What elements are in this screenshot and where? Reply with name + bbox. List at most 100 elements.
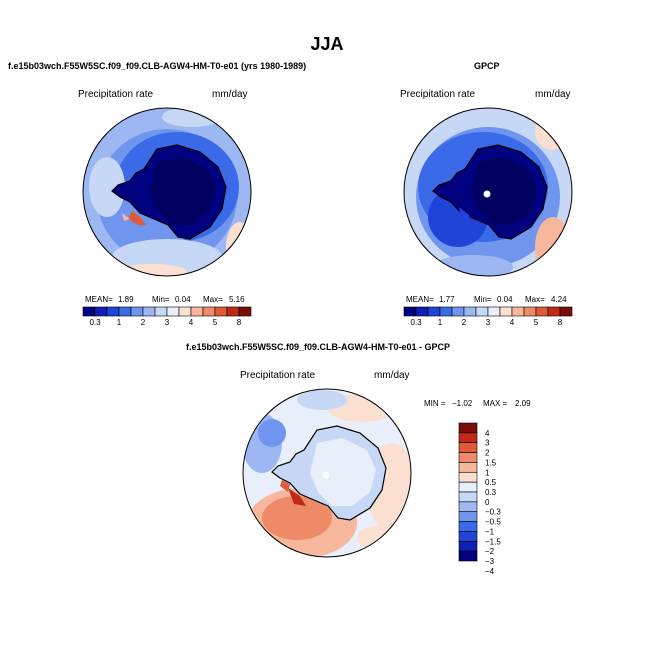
model-colorbar-swatch	[202, 306, 216, 317]
model-interior-dark	[150, 157, 216, 225]
model-colorbar-tick-label: 0.3	[89, 318, 101, 327]
diff-colorbar-tick-label: 1	[485, 468, 490, 477]
model-colorbar-swatch	[130, 306, 144, 317]
model-mean-label: MEAN=	[85, 295, 113, 304]
diff-variable-label: Precipitation rate	[240, 370, 316, 381]
obs-colorbar-tick-label: 3	[486, 318, 491, 327]
obs-colorbar-swatch	[451, 306, 465, 317]
obs-polar-map	[403, 107, 573, 277]
model-colorbar-swatch	[118, 306, 132, 317]
diff-colorbar-swatch	[458, 432, 478, 444]
diff-colorbar-swatch	[458, 422, 478, 434]
model-variable-label: Precipitation rate	[78, 89, 154, 100]
obs-colorbar-tick-label: 4	[510, 318, 515, 327]
diff-colorbar-tick-label: −1	[485, 527, 495, 536]
diff-colorbar-tick-label: 3	[485, 439, 490, 448]
diff-cool-band-top	[297, 390, 347, 410]
diff-colorbar-tick-label: −0.5	[485, 518, 501, 527]
model-colorbar: 0.3 1 2 3 4 5 8	[82, 306, 252, 327]
obs-min-label: Min=	[474, 295, 492, 304]
diff-colorbar-swatch	[458, 540, 478, 552]
diff-colorbar-swatch	[458, 442, 478, 453]
diff-colorbar-swatch	[458, 521, 478, 532]
obs-colorbar-swatch	[439, 306, 453, 317]
diff-colorbar-tick-label: 0.5	[485, 478, 497, 487]
diff-colorbar-swatch	[458, 511, 478, 522]
obs-warm-patch-top	[535, 114, 571, 150]
obs-variable-label: Precipitation rate	[400, 89, 476, 100]
diff-polar-map	[242, 388, 412, 558]
model-case-title: f.e15b03wch.F55W5SC.f09_f09.CLB-AGW4-HM-…	[8, 61, 307, 71]
diff-colorbar-tick-label: 0	[485, 498, 490, 507]
diff-colorbar-swatch	[458, 481, 478, 493]
model-colorbar-tick-label: 2	[141, 318, 146, 327]
model-colorbar-swatch	[94, 306, 108, 317]
model-min-value: 0.04	[175, 295, 191, 304]
obs-mean-label: MEAN=	[406, 295, 434, 304]
model-colorbar-tick-label: 3	[165, 318, 170, 327]
diff-warm-patch-bottom-right	[357, 526, 397, 550]
diff-min-value: −1.02	[452, 399, 473, 408]
diff-case-title: f.e15b03wch.F55W5SC.f09_f09.CLB-AGW4-HM-…	[186, 342, 451, 352]
obs-colorbar-swatch	[511, 306, 525, 317]
model-peninsula-mid	[122, 213, 130, 221]
obs-min-value: 0.04	[497, 295, 513, 304]
obs-colorbar-swatch	[415, 306, 429, 317]
obs-map-border	[403, 107, 573, 277]
obs-max-label: Max=	[525, 295, 545, 304]
obs-peninsula	[459, 207, 471, 223]
obs-colorbar: 0.3 1 2 3 4 5 8	[403, 306, 573, 327]
model-colorbar-tick-label: 8	[237, 318, 242, 327]
diff-colorbar-tick-label: 0.3	[485, 488, 497, 497]
diff-colorbar-swatch	[458, 550, 478, 562]
model-colorbar-swatch	[238, 306, 252, 317]
page-title: JJA	[310, 34, 344, 54]
obs-colorbar-swatch	[535, 306, 549, 317]
obs-pole-marker	[483, 190, 491, 198]
model-light-patch-left	[89, 157, 125, 217]
diff-max-value: 2.09	[515, 399, 531, 408]
diff-colorbar-tick-label: 2	[485, 449, 490, 458]
obs-case-title: GPCP	[474, 61, 500, 71]
obs-colorbar-tick-label: 0.3	[410, 318, 422, 327]
diff-colorbar-tick-label: 4	[485, 429, 490, 438]
model-max-value: 5.16	[229, 295, 245, 304]
model-map-border	[82, 107, 252, 277]
model-colorbar-swatch	[82, 306, 96, 317]
model-colorbar-swatch	[178, 306, 192, 317]
model-colorbar-swatch	[214, 306, 228, 317]
model-min-label: Min=	[152, 295, 170, 304]
obs-warm-patch-right	[535, 217, 571, 276]
obs-colorbar-swatch	[403, 306, 417, 317]
diff-coast-warm	[280, 480, 290, 492]
diff-min-label: MIN =	[424, 399, 446, 408]
model-warm-patch-top	[162, 108, 222, 127]
diff-colorbar-swatch	[458, 491, 478, 503]
model-max-label: Max=	[203, 295, 223, 304]
obs-colorbar-swatch	[427, 306, 441, 317]
model-polar-map	[82, 107, 252, 277]
obs-colorbar-swatch	[559, 306, 573, 317]
model-units-label: mm/day	[212, 89, 248, 100]
diff-colorbar-tick-label: −2	[485, 547, 495, 556]
diff-peninsula-high	[288, 488, 306, 506]
model-colorbar-swatch	[142, 306, 156, 317]
diff-pole-marker	[322, 471, 330, 479]
diff-max-label: MAX =	[483, 399, 508, 408]
model-colorbar-tick-label: 4	[189, 318, 194, 327]
obs-colorbar-tick-label: 1	[438, 318, 443, 327]
diff-colorbar-swatch	[458, 531, 478, 542]
diff-colorbar-tick-label: 1.5	[485, 458, 497, 467]
obs-interior-dark	[471, 157, 537, 225]
diff-colorbar-tick-label: −4	[485, 567, 495, 576]
model-peninsula-high	[128, 211, 146, 225]
diff-warm-core-bottom	[262, 496, 332, 540]
obs-mean-value: 1.77	[439, 295, 455, 304]
obs-max-value: 4.24	[551, 295, 567, 304]
obs-units-label: mm/day	[535, 89, 571, 100]
diff-colorbar-tick-label: −3	[485, 557, 495, 566]
model-colorbar-swatch	[226, 306, 240, 317]
diff-units-label: mm/day	[374, 370, 410, 381]
model-colorbar-swatch	[106, 306, 120, 317]
model-colorbar-swatch	[166, 306, 180, 317]
